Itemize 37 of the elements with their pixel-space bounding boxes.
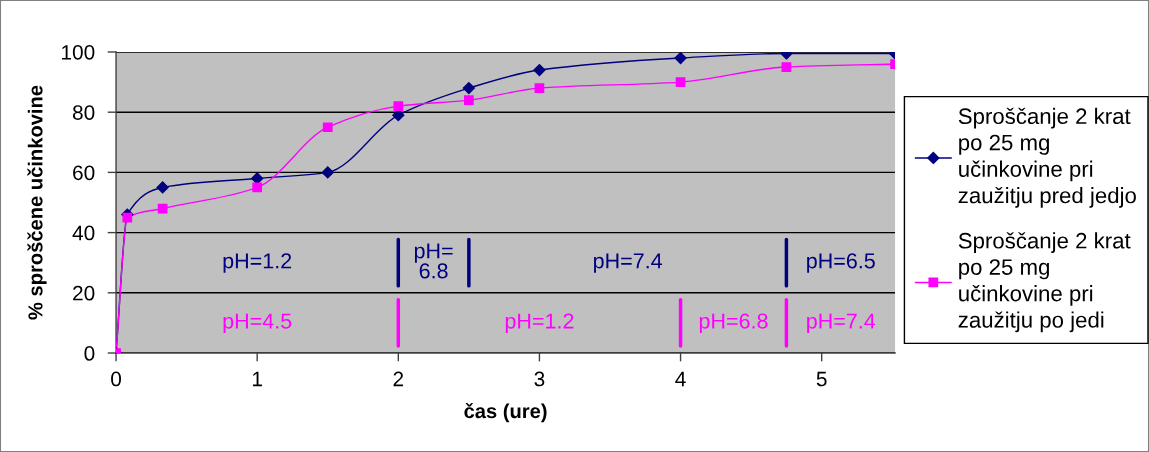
legend-label: Sproščanje 2 krat po 25 mg učinkovine pri zaužitju pred jedjo <box>958 107 1136 208</box>
point <box>321 166 334 179</box>
y-tick-label: 60 <box>73 165 95 181</box>
y-tick-label: 20 <box>73 285 95 301</box>
x-tick-label: 0 <box>111 371 122 387</box>
annotation: pH=4.5 <box>223 313 292 333</box>
x-axis-title: čas (ure) <box>464 402 547 423</box>
point <box>781 62 792 72</box>
annotation: pH=1.2 <box>505 313 574 333</box>
annotation: pH=1.2 <box>223 253 292 273</box>
point <box>393 101 404 112</box>
point <box>533 63 546 77</box>
x-tick-label: 5 <box>816 371 827 387</box>
point <box>534 83 545 93</box>
x-tick-label: 4 <box>675 371 686 387</box>
point <box>322 122 333 133</box>
y-axis-title: % sproščene učinkovine <box>27 85 47 320</box>
point <box>462 82 475 95</box>
legend-label: Sproščanje 2 krat po 25 mg učinkovine pri zaužitju po jedi <box>958 232 1131 333</box>
point <box>156 181 169 194</box>
y-tick-label: 40 <box>72 225 95 241</box>
y-tick-label: 80 <box>72 105 95 120</box>
point <box>122 212 133 223</box>
annotation: pH=6.5 <box>807 253 875 273</box>
point <box>252 182 263 193</box>
point <box>464 95 474 106</box>
annotation: pH= 6.8 <box>414 243 453 279</box>
x-tick-label: 3 <box>534 371 545 387</box>
annotation: pH=7.4 <box>594 253 663 273</box>
y-tick-label: 0 <box>84 346 95 361</box>
annotation: pH=6.8 <box>699 313 768 333</box>
point <box>674 51 687 65</box>
y-tick-label: 100 <box>62 44 95 60</box>
point <box>675 77 686 87</box>
annotation: pH=7.4 <box>807 313 876 333</box>
x-tick-label: 2 <box>393 371 404 387</box>
x-tick-label: 1 <box>252 371 262 387</box>
